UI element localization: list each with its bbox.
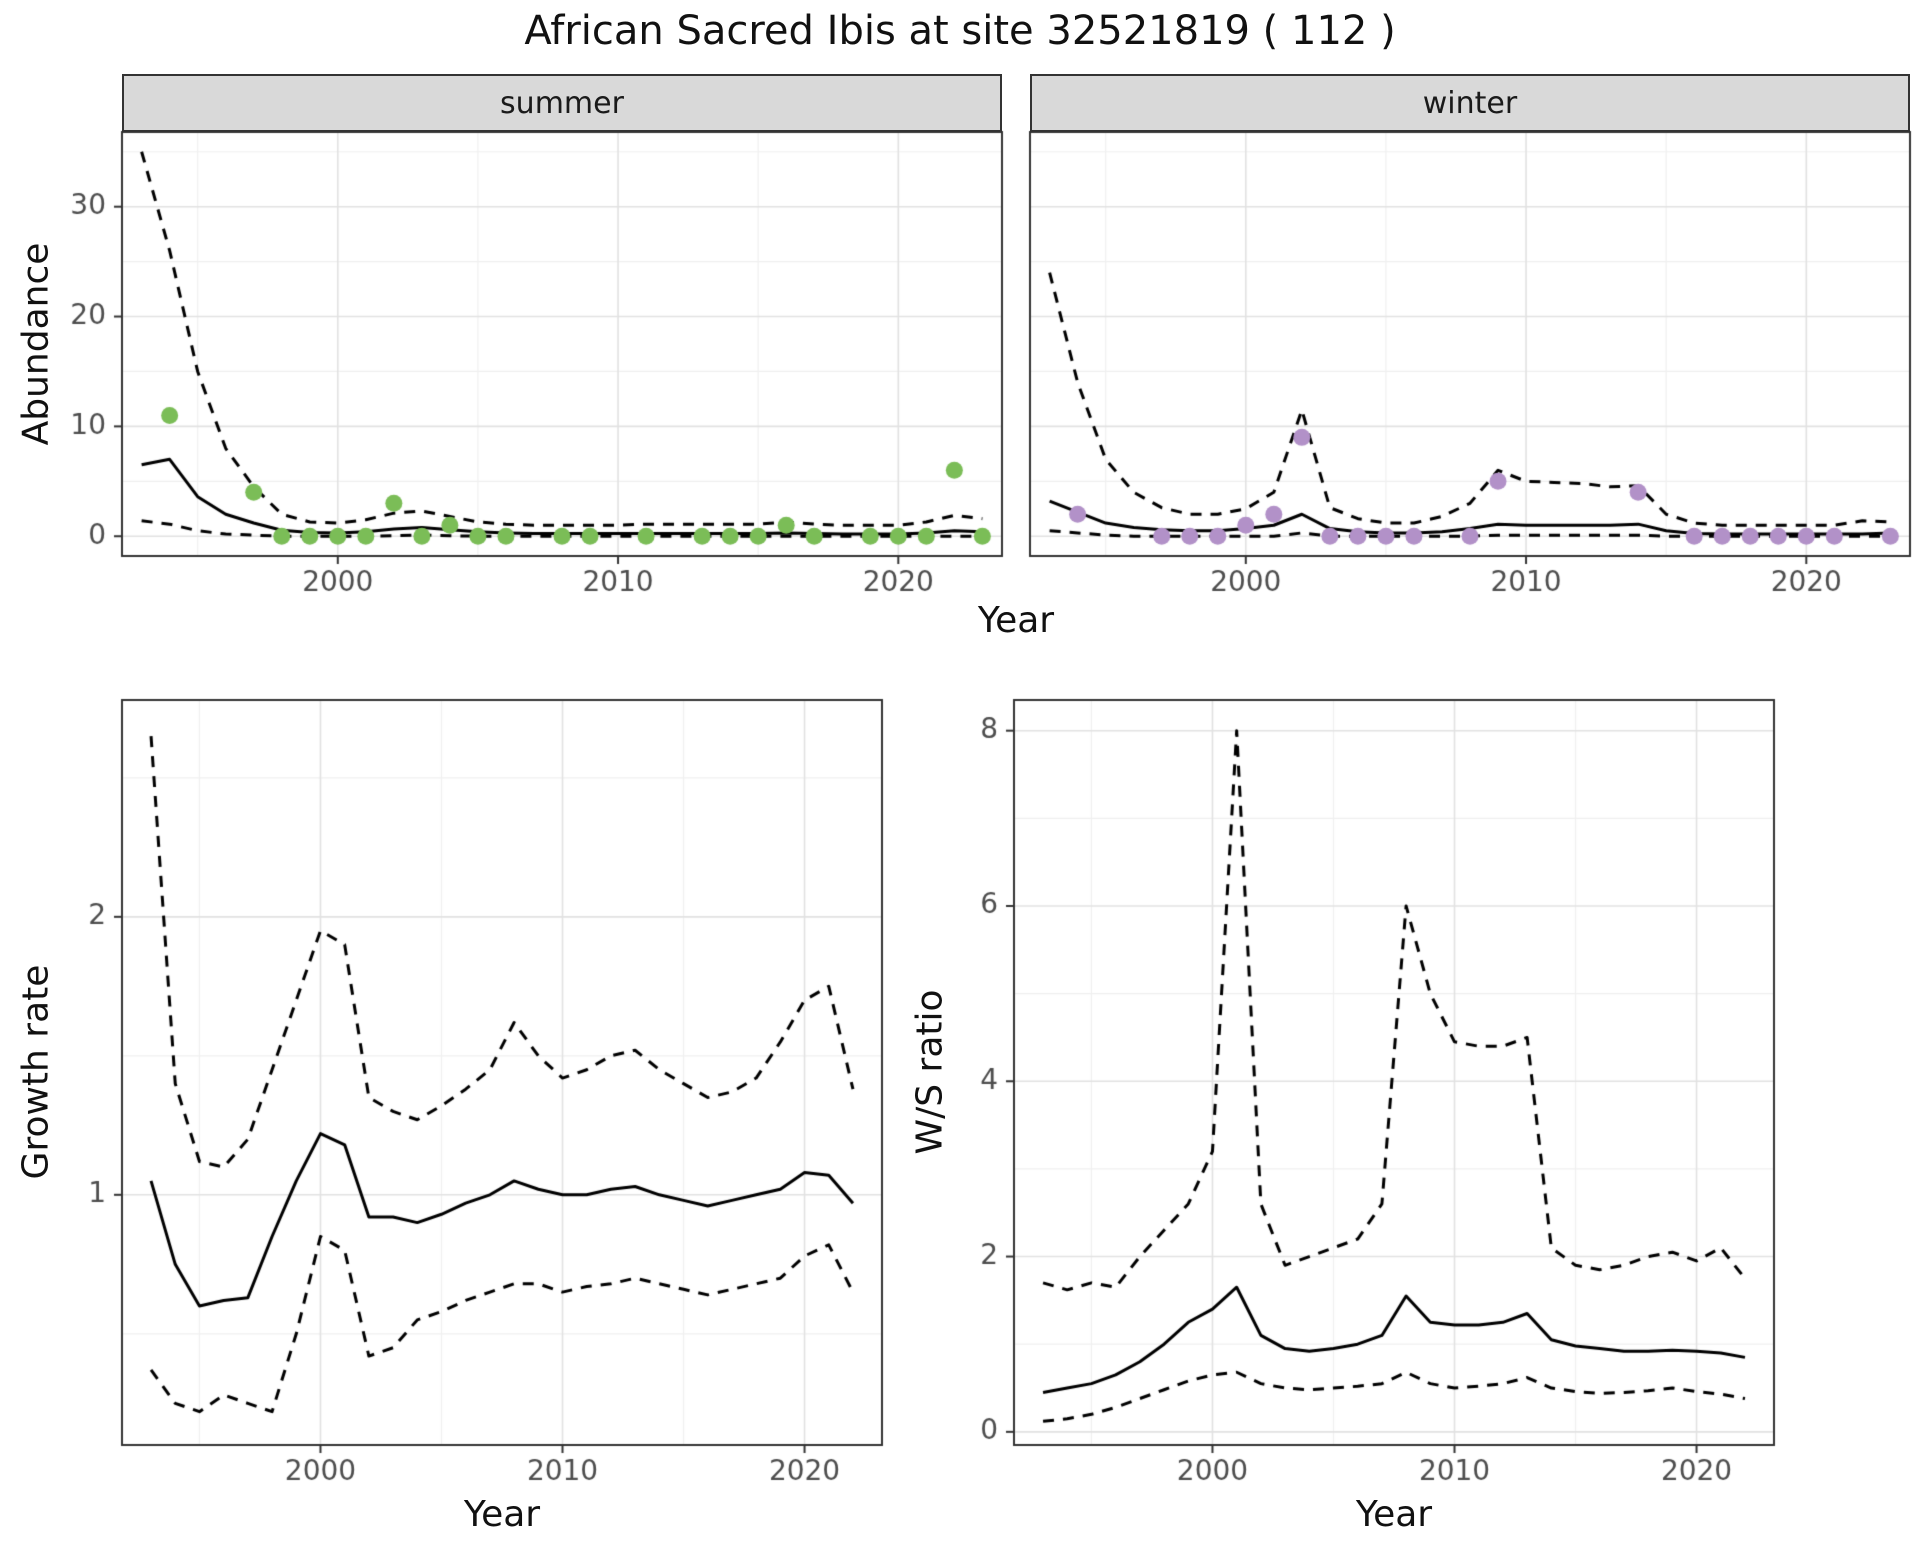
top-x-axis-title: Year: [977, 600, 1055, 641]
ws-ratio-y-axis-title: W/S ratio: [909, 989, 951, 1155]
growth-rate-y-axis-title: Growth rate: [15, 964, 57, 1180]
ws-ratio-x-axis-title: Year: [1355, 1494, 1433, 1535]
facet-label-winter: winter: [1422, 85, 1518, 121]
figure-title: African Sacred Ibis at site 32521819 ( 1…: [524, 8, 1396, 54]
facet-strip-winter: winter: [1030, 74, 1910, 132]
facet-strip-summer: summer: [122, 74, 1002, 132]
growth-rate-x-axis-title: Year: [463, 1494, 541, 1535]
abundance-y-axis-title: Abundance: [15, 242, 57, 446]
facet-label-summer: summer: [500, 85, 624, 121]
